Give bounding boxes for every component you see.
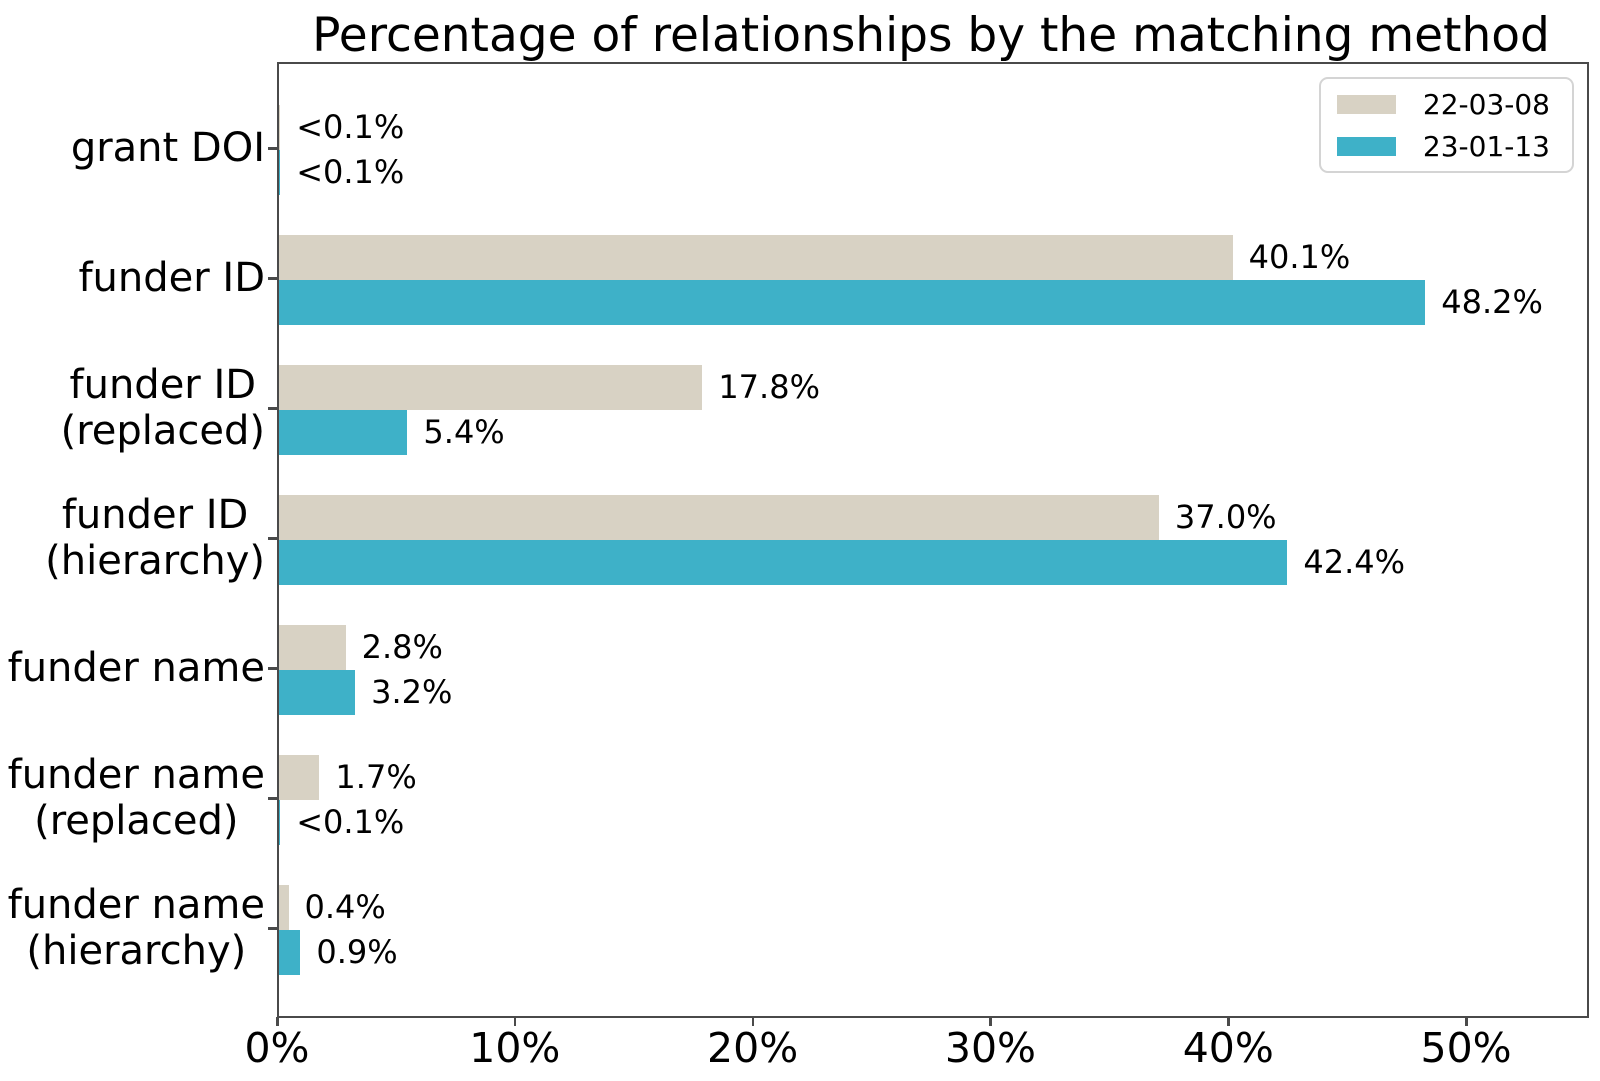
y-axis-label-text: funder ID — [78, 255, 265, 301]
x-tick-mark — [989, 1016, 992, 1026]
y-tick-mark — [268, 407, 277, 410]
y-axis-label: grant DOI — [0, 125, 265, 171]
bar-22-03-08-cat3 — [279, 495, 1159, 540]
bar-23-01-13-cat4 — [279, 670, 356, 715]
value-label: <0.1% — [296, 108, 405, 146]
bar-22-03-08-cat1 — [279, 235, 1233, 280]
value-label: 17.8% — [718, 368, 820, 406]
value-label: 42.4% — [1303, 543, 1405, 581]
y-axis-label-text: funder name (hierarchy) — [8, 882, 265, 974]
y-axis-label: funder ID (hierarchy) — [0, 492, 265, 584]
y-tick-mark — [268, 537, 277, 540]
y-axis-label-line: funder ID — [61, 492, 249, 538]
x-tick-label: 40% — [1182, 1024, 1274, 1072]
y-axis-label-line: funder ID — [78, 255, 265, 301]
x-tick-mark — [276, 1016, 279, 1026]
y-axis-label-line: funder name — [7, 645, 265, 691]
y-axis-label: funder name (replaced) — [0, 752, 265, 844]
y-axis-label-text: funder ID (hierarchy) — [45, 492, 265, 584]
y-axis-label: funder name (hierarchy) — [0, 882, 265, 974]
y-axis-label-line: funder name — [7, 752, 265, 798]
y-tick-mark — [268, 927, 277, 930]
y-axis-label: funder ID — [0, 255, 265, 301]
y-axis-label-line: (replaced) — [60, 408, 265, 454]
x-tick-label: 30% — [944, 1024, 1037, 1072]
value-label: 48.2% — [1441, 283, 1543, 321]
legend-item: 23-01-13 — [1336, 125, 1550, 167]
bar-23-01-13-cat3 — [279, 540, 1288, 585]
value-label: 37.0% — [1174, 498, 1277, 536]
y-tick-mark — [268, 797, 277, 800]
x-tick-mark — [1227, 1016, 1230, 1026]
y-axis-label-text: funder ID (replaced) — [61, 362, 265, 454]
value-label: <0.1% — [296, 803, 405, 841]
bar-22-03-08-cat4 — [279, 625, 346, 670]
x-tick-label: 20% — [707, 1024, 799, 1072]
bar-23-01-13-cat0 — [279, 150, 281, 195]
value-label: 3.2% — [371, 673, 453, 711]
y-axis-label-line: funder name — [7, 882, 265, 928]
x-tick-mark — [1465, 1016, 1468, 1026]
bar-23-01-13-cat2 — [279, 410, 408, 455]
value-label: 2.8% — [361, 628, 443, 666]
y-axis-label-line: funder ID — [69, 362, 257, 408]
bar-22-03-08-cat6 — [279, 885, 289, 930]
y-axis-label-line: (hierarchy) — [45, 538, 265, 584]
y-tick-mark — [268, 277, 277, 280]
y-axis-label-text: grant DOI — [71, 125, 265, 171]
bar-22-03-08-cat0 — [279, 105, 281, 150]
y-tick-mark — [268, 147, 277, 150]
bar-23-01-13-cat1 — [279, 280, 1426, 325]
legend-label: 22-03-08 — [1422, 87, 1550, 121]
value-label: 40.1% — [1248, 238, 1351, 276]
y-axis-label-text: funder name — [8, 645, 265, 691]
y-axis-label-line: (hierarchy) — [26, 928, 247, 974]
bar-23-01-13-cat6 — [279, 930, 301, 975]
x-tick-mark — [513, 1016, 517, 1026]
bar-22-03-08-cat5 — [279, 755, 320, 800]
bar-22-03-08-cat2 — [279, 365, 703, 410]
value-label: 0.4% — [304, 888, 386, 926]
y-axis-label-line: grant DOI — [70, 125, 265, 171]
x-tick-label: 10% — [469, 1024, 561, 1072]
value-label: 5.4% — [423, 413, 505, 451]
plot-area: <0.1% <0.1% 40.1% 48.2% 17.8% 5.4% 37.0% 42.4% 2… — [277, 62, 1589, 1018]
x-tick-mark — [751, 1016, 755, 1026]
y-axis-label-line: (replaced) — [34, 798, 239, 844]
y-axis-label: funder name — [0, 645, 265, 691]
x-tick-label: 50% — [1420, 1024, 1512, 1072]
chart-title: Percentage of relationships by the match… — [312, 8, 1550, 63]
bar-23-01-13-cat5 — [279, 800, 281, 845]
legend-item: 22-03-08 — [1336, 83, 1550, 125]
value-label: 0.9% — [316, 933, 398, 971]
value-label: 1.7% — [335, 758, 417, 796]
y-axis-label-text: funder name (replaced) — [8, 752, 265, 844]
legend-swatch — [1336, 136, 1396, 156]
x-tick-label: 0% — [244, 1024, 310, 1072]
value-label: <0.1% — [296, 153, 405, 191]
legend: 22-03-08 23-01-13 — [1318, 77, 1574, 173]
y-axis-label: funder ID (replaced) — [0, 362, 265, 454]
legend-label: 23-01-13 — [1422, 129, 1550, 163]
legend-swatch — [1336, 94, 1396, 114]
y-tick-mark — [268, 667, 277, 670]
